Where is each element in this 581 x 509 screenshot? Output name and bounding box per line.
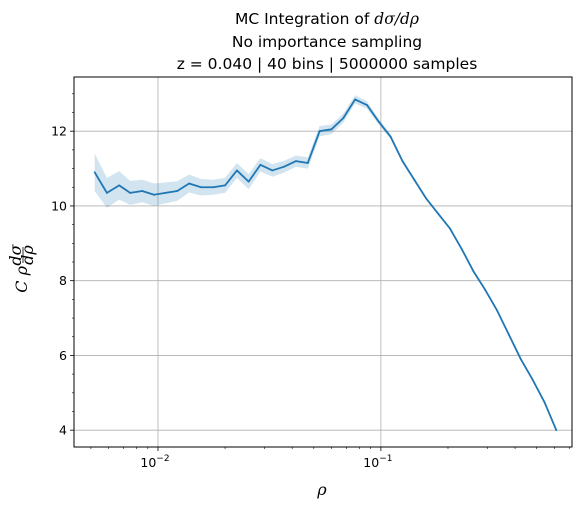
- data-point: [519, 358, 522, 361]
- data-point: [306, 162, 309, 164]
- data-point: [330, 128, 333, 131]
- data-point: [377, 120, 380, 123]
- x-axis-ticks: 10−2 10−1: [90, 447, 570, 470]
- data-point: [448, 227, 451, 230]
- uncertainty-band: [94, 95, 557, 431]
- data-point: [164, 191, 167, 194]
- x-axis-label: ρ: [316, 480, 327, 499]
- title-line-2: No importance sampling: [232, 33, 422, 51]
- data-point: [236, 169, 238, 172]
- y-axis-label-numerator: dσ: [6, 243, 25, 265]
- data-point: [224, 184, 226, 187]
- y-axis-ticks: 4 6 8 10 12: [51, 93, 74, 438]
- y-tick-label: 10: [51, 198, 67, 213]
- y-tick-label: 8: [59, 273, 67, 288]
- data-point: [212, 186, 215, 189]
- data-point: [555, 429, 558, 432]
- data-point: [354, 98, 356, 101]
- data-point: [318, 130, 321, 133]
- data-point: [366, 104, 368, 106]
- data-point: [389, 135, 392, 138]
- data-point: [460, 248, 463, 250]
- data-point: [508, 333, 510, 336]
- data-point: [484, 289, 487, 291]
- y-axis-label-prefix: C ρ: [12, 265, 31, 292]
- data-point: [413, 178, 416, 181]
- chart-title: MC Integration of dσ/dρ No importance sa…: [177, 10, 478, 73]
- data-point: [200, 186, 202, 189]
- data-point: [106, 191, 108, 194]
- data-point: [153, 193, 155, 196]
- series-line: [93, 98, 558, 431]
- x-tick-label: 10−2: [140, 454, 169, 470]
- data-point: [176, 190, 179, 192]
- x-tick-label: 10−1: [363, 454, 392, 470]
- data-point: [401, 160, 404, 162]
- data-point: [129, 191, 132, 194]
- data-point: [118, 184, 121, 187]
- data-point: [283, 165, 286, 168]
- data-point: [531, 378, 534, 381]
- data-point: [141, 190, 144, 192]
- data-point: [496, 309, 499, 312]
- data-point: [259, 163, 262, 166]
- data-point: [342, 117, 345, 120]
- data-point: [93, 171, 96, 174]
- y-axis-label-denominator: dρ: [18, 245, 37, 265]
- data-point: [472, 270, 475, 273]
- title-line-3: z = 0.040 | 40 bins | 5000000 samples: [177, 55, 478, 73]
- y-tick-label: 6: [59, 348, 67, 363]
- data-point: [425, 197, 428, 200]
- y-tick-label: 12: [51, 124, 67, 139]
- data-point: [295, 160, 297, 162]
- uncertainty-band-layer: [94, 95, 557, 431]
- title-line-1: MC Integration of dσ/dρ: [235, 10, 419, 28]
- data-point: [271, 169, 274, 172]
- series-line-layer: [93, 98, 558, 432]
- data-point: [543, 401, 546, 404]
- data-point: [188, 182, 191, 185]
- data-point: [247, 180, 250, 183]
- data-point: [437, 212, 439, 215]
- y-tick-label: 4: [59, 423, 67, 438]
